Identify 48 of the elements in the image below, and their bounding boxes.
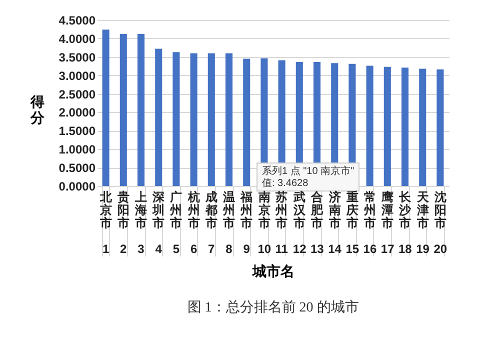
x-tick-label: 常州市 16 bbox=[363, 190, 377, 256]
bar bbox=[225, 53, 233, 186]
x-tick-label: 长沙市 18 bbox=[398, 190, 412, 256]
annotation: 系列1 点 "10 南京市" 值: 3.4628 bbox=[262, 165, 355, 189]
bar bbox=[137, 34, 145, 186]
x-tick-label: 贵阳市 2 bbox=[117, 190, 130, 256]
x-tick-label: 沈阳市 20 bbox=[434, 190, 448, 256]
text: 图 1：总分排名前 20 的城市 bbox=[187, 300, 359, 316]
x-tick-label: 广州市 5 bbox=[170, 190, 182, 256]
y-tick-label: 0.0000 bbox=[58, 180, 96, 194]
y-tick-label: 2.5000 bbox=[58, 87, 96, 102]
bar bbox=[190, 53, 198, 186]
x-tick-label: 上海市 3 bbox=[135, 190, 147, 256]
x-tick-label: 济南市 14 bbox=[328, 190, 342, 256]
bar bbox=[419, 68, 426, 186]
bar bbox=[208, 53, 215, 186]
bar bbox=[436, 69, 444, 186]
x-tick-label: 深圳市 4 bbox=[152, 190, 165, 256]
x-tick-label: 合肥市 13 bbox=[310, 190, 324, 256]
x-tick-label: 北京市 1 bbox=[100, 190, 112, 256]
bar bbox=[243, 58, 250, 186]
y-tick-label: 1.0000 bbox=[58, 142, 96, 157]
bar bbox=[172, 52, 180, 186]
bar bbox=[155, 48, 162, 186]
x-tick-label: 温州市 8 bbox=[223, 190, 235, 256]
x-tick-label: 杭州市 6 bbox=[188, 190, 200, 256]
y-axis-title: 得分 bbox=[30, 94, 46, 126]
x-tick-label: 成都市 7 bbox=[205, 190, 218, 256]
y-tick-label: 3.5000 bbox=[58, 50, 96, 64]
bar bbox=[384, 66, 391, 186]
y-tick-label: 4.5000 bbox=[58, 14, 96, 28]
x-axis-title: 城市名 bbox=[252, 263, 294, 279]
bar bbox=[366, 66, 374, 186]
x-tick-label: 南京市 10 bbox=[258, 190, 272, 256]
bar bbox=[120, 34, 127, 186]
y-tick-label: 1.5000 bbox=[58, 124, 96, 138]
bar bbox=[102, 30, 110, 186]
y-tick-label: 2.0000 bbox=[58, 106, 96, 120]
x-tick-label: 武汉市 12 bbox=[292, 190, 306, 256]
bar bbox=[401, 68, 409, 186]
x-tick-label: 鹰潭市 17 bbox=[380, 190, 394, 256]
y-tick-label: 0.5000 bbox=[58, 161, 96, 176]
x-tick-label: 苏州市 11 bbox=[275, 190, 288, 256]
x-tick-label: 天津市 19 bbox=[416, 190, 430, 256]
x-tick-label: 重庆市 15 bbox=[346, 190, 360, 256]
x-tick-label: 福州市 9 bbox=[240, 190, 253, 256]
y-tick-label: 3.0000 bbox=[58, 68, 96, 83]
y-tick-label: 4.0000 bbox=[58, 32, 96, 46]
